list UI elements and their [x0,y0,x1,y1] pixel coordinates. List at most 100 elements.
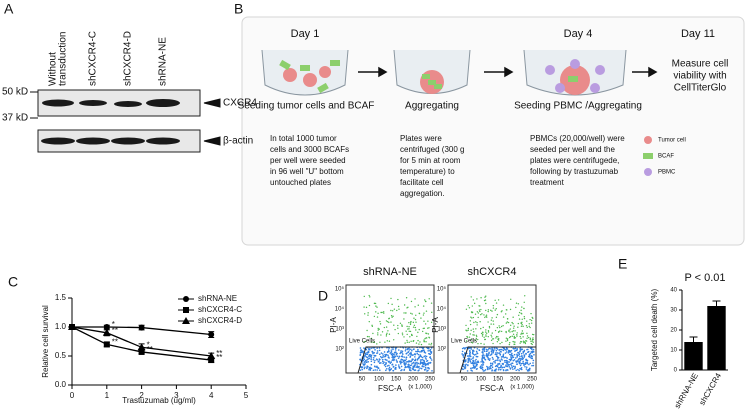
event-dot [496,341,499,343]
event-dot [368,304,371,307]
x-unit: (x 1,000) [408,385,432,391]
event-dot [416,352,419,355]
event-dot [512,368,514,370]
event-dot [380,362,382,364]
x-tick-label: 100 [374,377,385,383]
event-dot [488,325,491,328]
event-dot [397,327,399,329]
event-dot [387,330,389,332]
event-dot [485,314,488,316]
event-dot [479,321,481,323]
event-dot [470,367,472,370]
event-dot [506,348,509,350]
event-dot [368,294,370,297]
event-dot [513,325,515,327]
event-dot [506,321,509,323]
gate [357,346,434,374]
event-dot [473,350,475,352]
event-dot [383,326,386,329]
event-dot [466,336,469,338]
event-dot [376,369,378,371]
event-dot [417,353,420,356]
event-dot [482,361,485,364]
event-dot [472,299,475,301]
event-dot [496,355,498,358]
event-dot [519,359,522,362]
event-dot [518,311,521,314]
y-axis-label: Targeted cell death (%) [650,289,659,372]
event-dot [427,327,429,329]
event-dot [524,295,526,297]
event-dot [490,351,493,353]
event-dot [366,353,369,356]
event-dot [411,349,413,352]
point-label: ** [112,338,118,347]
event-dot [502,349,505,352]
event-dot [521,354,523,357]
event-dot [392,369,394,372]
band-label: CXCR4 [223,98,257,109]
event-dot [505,322,508,324]
event-dot [399,352,401,355]
event-dot [476,321,478,324]
event-dot [522,362,524,365]
point [208,357,215,364]
event-dot [467,355,470,357]
event-dot [365,306,368,309]
event-dot [490,319,493,321]
event-dot [479,310,481,313]
description: seeded per well and the [530,145,616,154]
event-dot [367,351,370,354]
event-dot [462,356,465,358]
event-dot [428,298,430,300]
event-dot [410,312,412,315]
event-dot [414,298,416,300]
event-dot [403,312,405,314]
event-dot [415,314,417,316]
event-dot [483,356,485,359]
event-dot [516,349,518,351]
event-dot [369,355,372,358]
event-dot [475,337,478,340]
event-dot [481,354,484,357]
event-dot [478,305,480,307]
event-dot [427,369,429,372]
point [103,341,110,348]
event-dot [506,357,508,359]
event-dot [528,325,530,328]
event-dot [414,362,417,364]
event-dot [410,320,412,323]
event-dot [491,317,493,319]
event-dot [477,342,479,345]
event-dot [505,337,508,339]
event-dot [412,368,415,371]
step-label: Seeding tumor cells and BCAF [238,101,375,112]
event-dot [485,309,487,312]
event-dot [424,362,426,365]
event-dot [511,321,513,324]
event-dot [528,363,530,366]
event-dot [401,350,404,353]
event-dot [492,338,495,340]
event-dot [374,349,376,351]
event-dot [508,363,511,366]
event-dot [381,331,384,333]
event-dot [369,369,372,371]
event-dot [367,312,369,314]
event-dot [381,356,383,359]
event-dot [484,331,487,333]
event-dot [427,333,430,335]
event-dot [391,363,394,366]
band-label: β-actin [223,136,253,147]
event-dot [419,354,422,357]
event-dot [417,304,419,306]
bar [684,342,703,370]
event-dot [491,336,493,338]
event-dot [408,321,410,324]
point [137,343,146,351]
event-dot [410,351,412,354]
y-tick-label: 0.5 [55,351,67,360]
event-dot [520,333,522,335]
event-dot [423,351,426,354]
event-dot [473,334,475,336]
